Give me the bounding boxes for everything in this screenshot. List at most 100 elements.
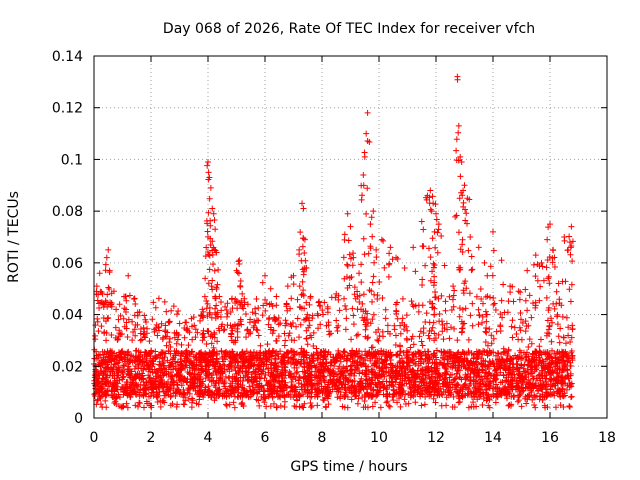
- data-point: [455, 129, 462, 136]
- data-point: [425, 374, 432, 381]
- data-point: [330, 376, 337, 383]
- data-point: [250, 355, 257, 362]
- data-point: [553, 300, 560, 307]
- data-point: [432, 388, 439, 395]
- data-point: [256, 402, 263, 409]
- data-point: [269, 303, 276, 310]
- data-point: [464, 384, 471, 391]
- data-point: [161, 399, 168, 406]
- data-point: [546, 253, 553, 260]
- data-point-peak: [209, 205, 216, 212]
- data-point: [117, 312, 124, 319]
- data-point: [440, 348, 447, 355]
- data-point-peak: [244, 301, 251, 308]
- data-point: [433, 379, 440, 386]
- data-point: [334, 327, 341, 334]
- data-point: [513, 331, 520, 338]
- data-point: [396, 381, 403, 388]
- data-point: [112, 353, 119, 360]
- data-point: [412, 378, 419, 385]
- data-point-peak: [549, 246, 556, 253]
- data-point: [261, 388, 268, 395]
- data-point: [342, 381, 349, 388]
- data-point: [167, 393, 174, 400]
- data-point: [125, 363, 132, 370]
- data-point: [436, 371, 443, 378]
- data-point: [399, 389, 406, 396]
- data-point: [218, 323, 225, 330]
- data-point: [246, 319, 253, 326]
- data-point: [484, 349, 491, 356]
- data-point: [442, 307, 449, 314]
- data-point: [95, 300, 102, 307]
- data-point: [365, 334, 372, 341]
- data-point: [488, 340, 495, 347]
- data-point: [336, 386, 343, 393]
- data-point: [254, 382, 261, 389]
- data-point: [434, 229, 441, 236]
- data-point: [467, 358, 474, 365]
- data-point: [434, 367, 441, 374]
- data-point: [276, 393, 283, 400]
- data-point: [439, 321, 446, 328]
- data-point: [200, 330, 207, 337]
- data-point: [568, 281, 575, 288]
- data-point: [459, 325, 466, 332]
- data-point: [341, 353, 348, 360]
- data-point: [390, 387, 397, 394]
- data-point: [365, 319, 372, 326]
- data-point: [367, 243, 374, 250]
- data-point: [393, 376, 400, 383]
- data-point-peak: [441, 262, 448, 269]
- data-point: [247, 393, 254, 400]
- data-point: [497, 328, 504, 335]
- data-point: [459, 349, 466, 356]
- data-point: [389, 256, 396, 263]
- data-point: [268, 361, 275, 368]
- data-point: [350, 312, 357, 319]
- data-point: [523, 349, 530, 356]
- data-point: [100, 354, 107, 361]
- data-points-layer: [91, 73, 576, 411]
- data-point: [159, 336, 166, 343]
- data-point: [362, 333, 369, 340]
- data-point: [498, 297, 505, 304]
- data-point: [184, 327, 191, 334]
- data-point: [446, 374, 453, 381]
- data-point: [450, 292, 457, 299]
- data-point: [530, 351, 537, 358]
- data-point: [196, 349, 203, 356]
- data-point: [371, 259, 378, 266]
- data-point: [390, 397, 397, 404]
- data-point: [376, 371, 383, 378]
- data-point: [351, 291, 358, 298]
- data-point: [227, 322, 234, 329]
- plot-frame: [93, 55, 608, 419]
- data-point: [553, 350, 560, 357]
- data-point: [368, 344, 375, 351]
- data-point-peak: [212, 226, 219, 233]
- data-point: [121, 362, 128, 369]
- data-point: [465, 247, 472, 254]
- data-point: [410, 350, 417, 357]
- data-point: [177, 361, 184, 368]
- data-point: [483, 311, 490, 318]
- data-point: [481, 348, 488, 355]
- data-point: [120, 315, 127, 322]
- data-point: [218, 299, 225, 306]
- data-point: [492, 399, 499, 406]
- data-point: [239, 363, 246, 370]
- data-point: [344, 261, 351, 268]
- data-point: [258, 382, 265, 389]
- data-point: [321, 299, 328, 306]
- data-point: [313, 373, 320, 380]
- data-point: [567, 362, 574, 369]
- data-point: [279, 378, 286, 385]
- data-point: [418, 402, 425, 409]
- data-point: [142, 386, 149, 393]
- data-point: [287, 393, 294, 400]
- data-point: [478, 366, 485, 373]
- data-point: [125, 352, 132, 359]
- y-tick-label: 0.12: [52, 101, 83, 117]
